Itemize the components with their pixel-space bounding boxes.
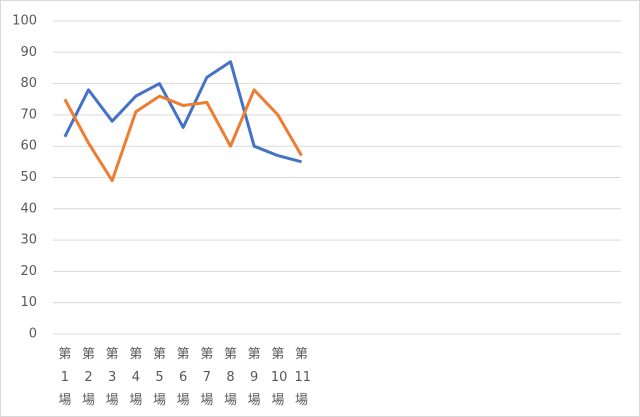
y-tick-label: 90 xyxy=(20,45,37,60)
y-tick-label: 80 xyxy=(20,76,37,91)
x-tick-label: 第3場 xyxy=(105,347,119,408)
y-tick-label: 0 xyxy=(29,327,37,342)
x-tick-label: 第11場 xyxy=(294,347,312,408)
y-tick-label: 70 xyxy=(20,107,37,122)
y-tick-label: 100 xyxy=(12,14,37,29)
x-tick-label: 第7場 xyxy=(200,347,214,408)
y-tick-label: 40 xyxy=(20,201,37,216)
x-tick-label: 第8場 xyxy=(223,347,237,408)
line-series xyxy=(63,88,303,183)
x-tick-label: 第6場 xyxy=(176,347,190,408)
y-tick-label: 50 xyxy=(20,170,37,185)
x-tick-label: 第10場 xyxy=(270,347,288,408)
x-tick-label: 第2場 xyxy=(81,347,95,408)
y-tick-label: 30 xyxy=(20,233,37,248)
y-tick-label: 10 xyxy=(20,295,37,310)
x-tick-label: 第5場 xyxy=(152,347,166,408)
line-series xyxy=(63,60,302,164)
x-tick-label: 第4場 xyxy=(129,347,143,408)
y-tick-label: 60 xyxy=(20,139,37,154)
x-tick-label: 第9場 xyxy=(247,347,261,408)
y-tick-label: 20 xyxy=(20,264,37,279)
x-tick-label: 第1場 xyxy=(58,347,72,408)
